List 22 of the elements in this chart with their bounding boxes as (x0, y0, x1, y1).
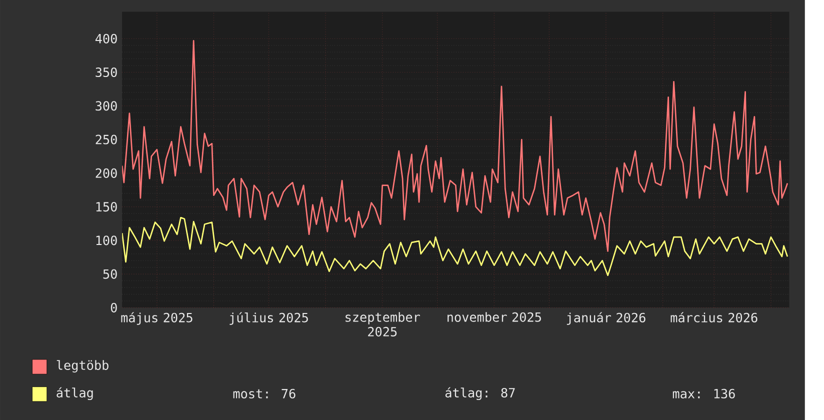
y-tick-label: 350 (96, 67, 117, 78)
legend-label: legtöbb (56, 360, 108, 372)
x-tick-label: szeptember 2025 (346, 312, 420, 336)
y-tick-label: 0 (110, 302, 117, 312)
y-tick-label: 400 (95, 34, 117, 44)
x-tick-label: január 2026 (566, 312, 646, 325)
x-tick-label: július 2025 (230, 312, 308, 325)
x-tick-label: május 2025 (121, 312, 192, 325)
y-tick-label: 300 (96, 101, 117, 111)
y-tick-label: 200 (96, 168, 117, 178)
text: átlag: 87 (445, 387, 515, 400)
y-tick-label: 150 (96, 202, 117, 212)
y-tick-label: 50 (103, 269, 117, 279)
x-tick-label: március 2026 (670, 312, 758, 322)
line-series (122, 216, 788, 276)
y-tick-label: 100 (96, 236, 117, 246)
line-series (122, 40, 788, 252)
y-tick-label: 250 (96, 134, 117, 144)
text: max: 136 (672, 388, 735, 398)
x-tick-label: november 2025 (448, 312, 541, 322)
legend-label: átlag (56, 387, 93, 400)
text: most: 76 (233, 388, 296, 398)
